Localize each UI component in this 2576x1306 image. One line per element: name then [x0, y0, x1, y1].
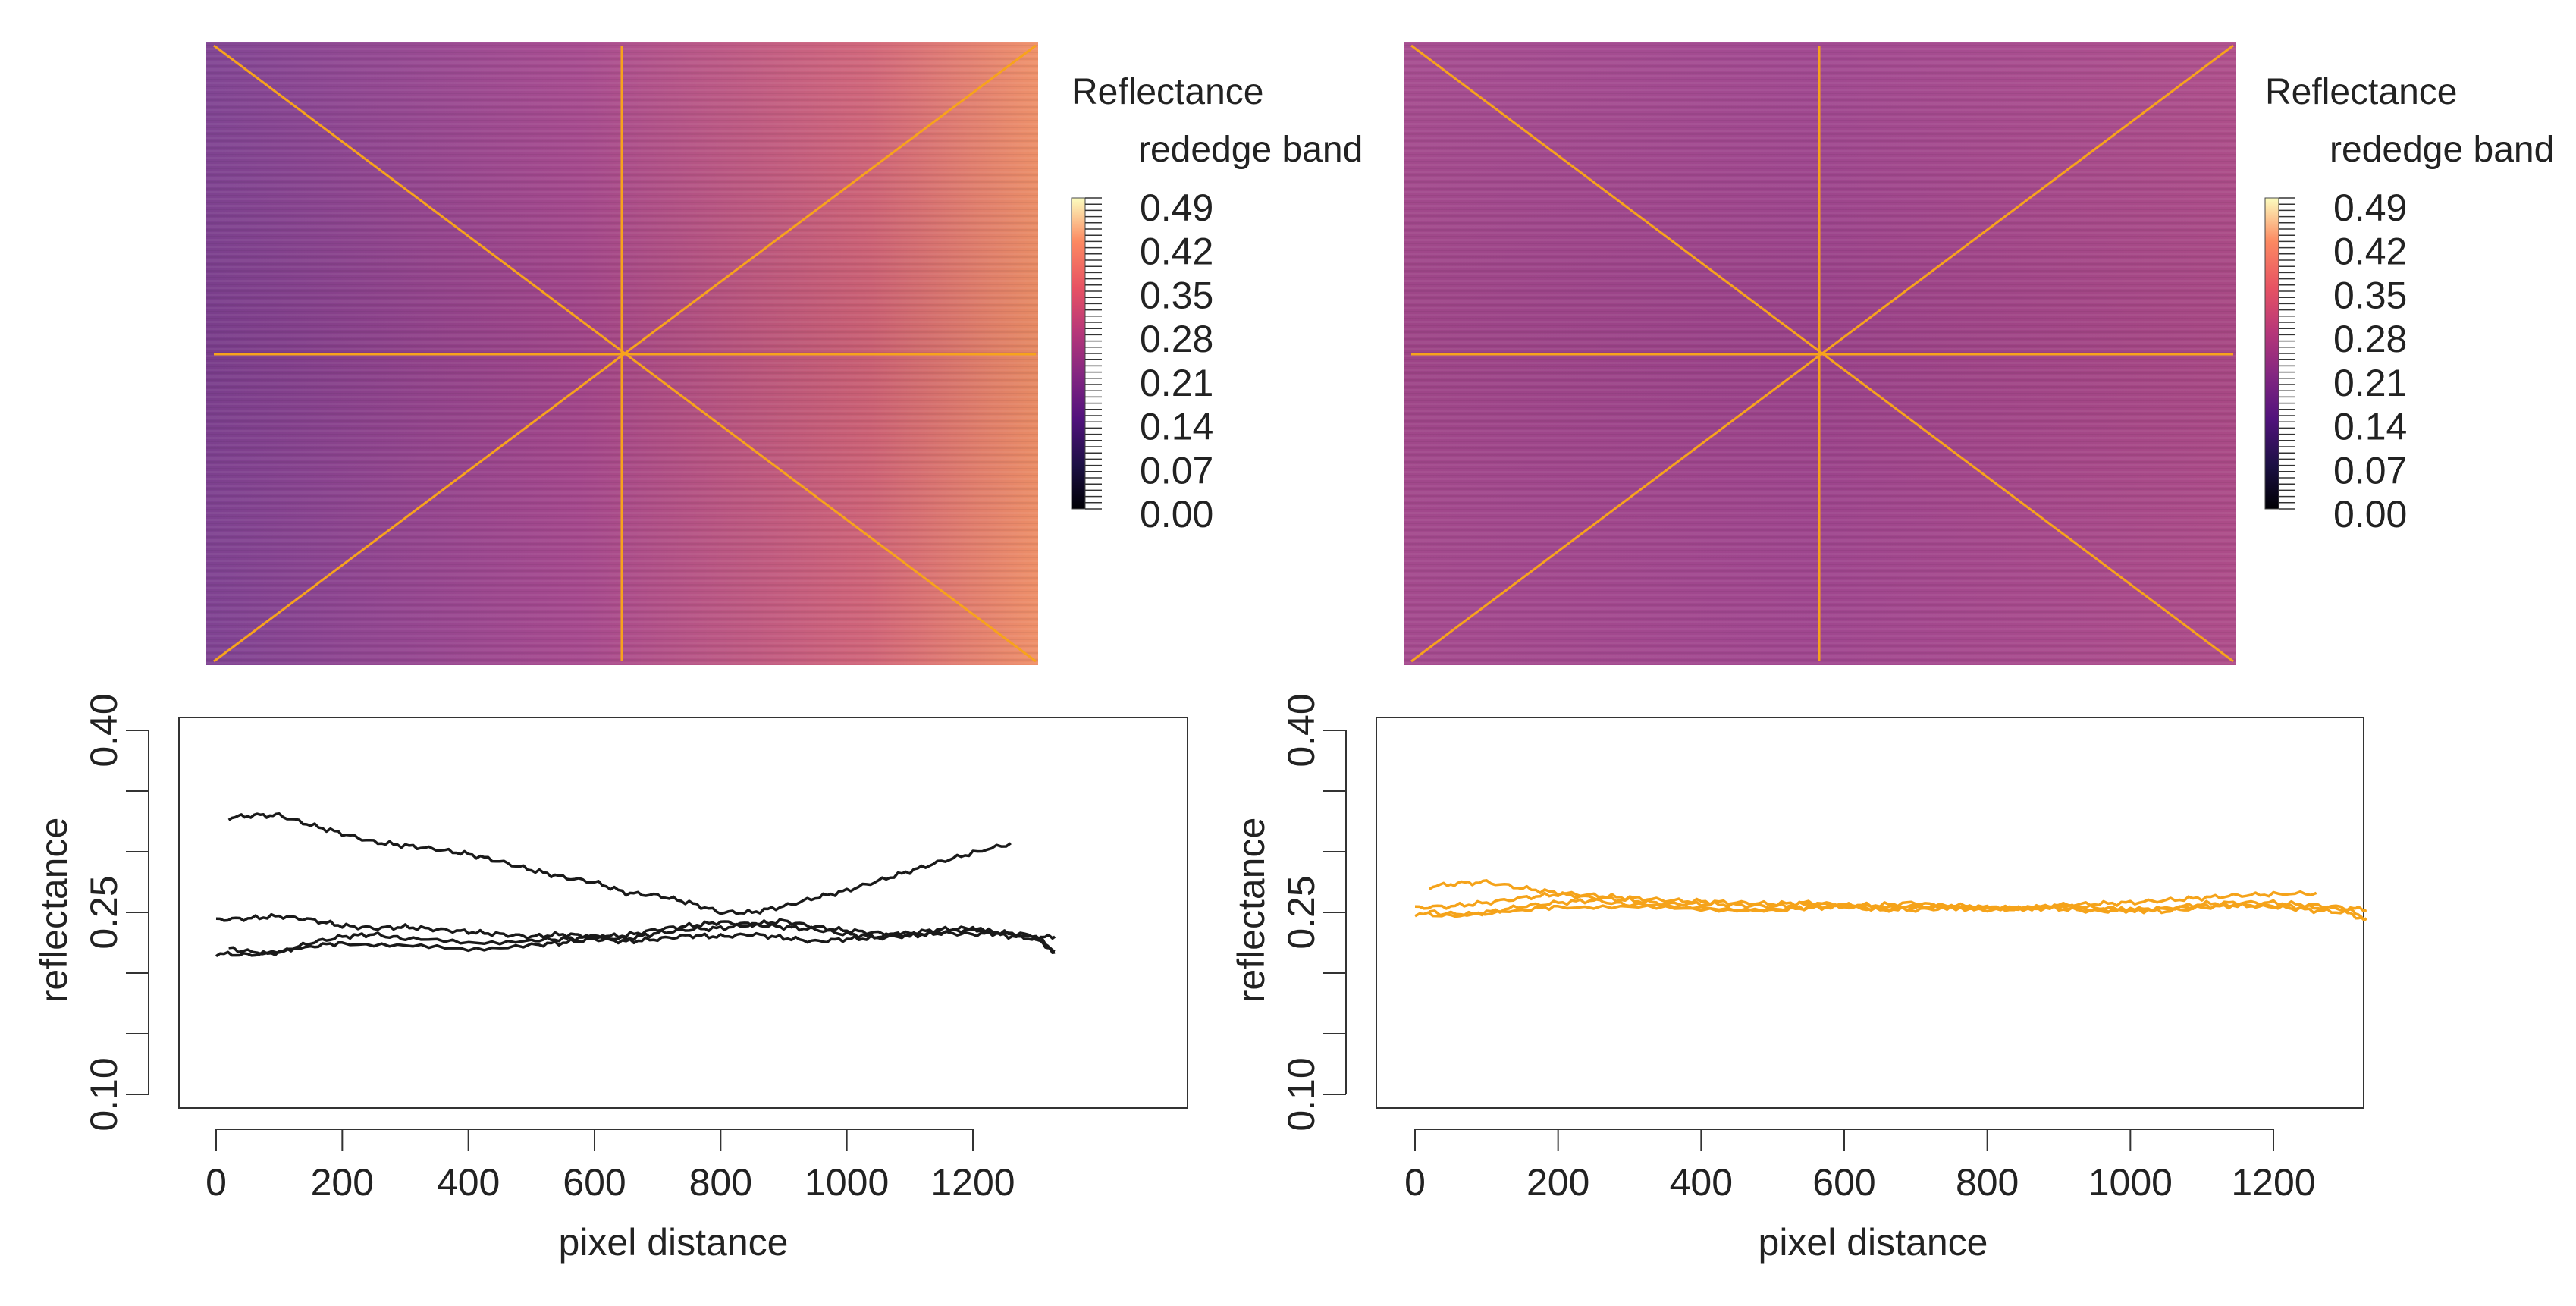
- raster-panel-right: [1404, 42, 2236, 665]
- colorbar-tick-label: 0.42: [1140, 231, 1213, 273]
- colorbar-tick-label: 0.00: [1140, 493, 1213, 535]
- x-tick-label: 800: [1956, 1161, 2019, 1204]
- series-line-vertical: [228, 929, 1056, 956]
- raster-panel-left: [206, 42, 1038, 665]
- y-tick-label: 0.10: [1280, 1057, 1323, 1131]
- colorbar-tick-label: 0.07: [2333, 449, 2407, 491]
- colorbar-subtitle: rededge band: [2330, 130, 2554, 170]
- colorbar-tick-label: 0.42: [2333, 231, 2407, 273]
- x-tick-label: 200: [311, 1161, 374, 1204]
- y-axis-label: reflectance: [1230, 818, 1272, 1003]
- x-tick-label: 200: [1526, 1161, 1589, 1204]
- chart-series: [215, 812, 1056, 958]
- transect-lines-right: [1410, 44, 2234, 663]
- y-tick-label: 0.25: [83, 875, 125, 949]
- colorbar-gradient: [2264, 197, 2279, 510]
- colorbar-tick-label: 0.00: [2333, 493, 2407, 535]
- colorbar-tick-label: 0.49: [2333, 187, 2407, 229]
- y-tick-label: 0.25: [1280, 875, 1323, 949]
- colorbar-tick-label: 0.14: [1140, 406, 1213, 448]
- x-tick-label: 400: [1670, 1161, 1733, 1204]
- transect-diagonal-up: [1410, 44, 2234, 663]
- chart-axes: 0.10 0.25 0.40 0 200 400 600 800 1000 1200: [83, 693, 1015, 1204]
- transect-diagonal-up: [213, 44, 1037, 663]
- colorbar-subtitle: rededge band: [1138, 130, 1363, 170]
- x-tick-label: 600: [1812, 1161, 1875, 1204]
- y-tick-label: 0.40: [83, 693, 125, 767]
- x-tick-label: 1000: [2088, 1161, 2173, 1204]
- colorbar-tick-labels: 0.490.420.350.280.210.140.070.00: [1140, 187, 1213, 535]
- series-line-diagonal-down: [227, 812, 1012, 915]
- colorbar-minor-ticks: [1085, 197, 1102, 510]
- colorbar-title: Reflectance: [2265, 72, 2457, 112]
- colorbar-tick-label: 0.21: [1140, 362, 1213, 404]
- x-tick-label: 0: [1404, 1161, 1426, 1204]
- x-axis-label: pixel distance: [1759, 1221, 1988, 1264]
- plot-frame: [1376, 717, 2364, 1109]
- y-tick-label: 0.10: [83, 1057, 125, 1131]
- chart-series: [1414, 879, 2367, 921]
- colorbar-tick-label: 0.35: [1140, 274, 1213, 316]
- colorbar-minor-ticks: [2279, 197, 2295, 510]
- colorbar-tick-label: 0.28: [1140, 318, 1213, 360]
- y-tick-label: 0.40: [1280, 693, 1323, 767]
- colorbar-tick-label: 0.21: [2333, 362, 2407, 404]
- colorbar-tick-label: 0.49: [1140, 187, 1213, 229]
- chart-axes: 0.10 0.25 0.40 0 200 400 600 800 1000 1200: [1280, 693, 2316, 1204]
- colorbar-title: Reflectance: [1072, 72, 1263, 112]
- plot-frame: [178, 717, 1188, 1109]
- x-tick-label: 1200: [930, 1161, 1015, 1204]
- x-tick-label: 600: [563, 1161, 626, 1204]
- x-axis-label: pixel distance: [559, 1221, 789, 1264]
- x-tick-label: 0: [206, 1161, 227, 1204]
- colorbar-tick-label: 0.14: [2333, 406, 2407, 448]
- transect-lines-left: [213, 44, 1037, 663]
- x-tick-label: 400: [437, 1161, 500, 1204]
- colorbar-right: Reflectance rededge band 0.490.420.350.2…: [2264, 72, 2554, 535]
- colorbar-gradient: [1071, 197, 1086, 510]
- series-line-diagonal-up: [215, 921, 1056, 958]
- y-axis-label: reflectance: [33, 818, 75, 1003]
- colorbar-tick-label: 0.07: [1140, 449, 1213, 491]
- colorbar-left: Reflectance rededge band 0.490.420.350.2…: [1071, 72, 1363, 535]
- profile-chart-right: 0.10 0.25 0.40 0 200 400 600 800 1000 1200 pixel …: [1230, 693, 2367, 1264]
- colorbar-tick-label: 0.28: [2333, 318, 2407, 360]
- profile-chart-left: 0.10 0.25 0.40 0 200 400 600 800 1000 1200 pixel …: [33, 693, 1188, 1264]
- x-tick-label: 1000: [805, 1161, 889, 1204]
- x-tick-label: 800: [689, 1161, 752, 1204]
- series-line-diagonal-up: [1414, 897, 2367, 921]
- colorbar-tick-labels: 0.490.420.350.280.210.140.070.00: [2333, 187, 2407, 535]
- x-tick-label: 1200: [2231, 1161, 2315, 1204]
- colorbar-tick-label: 0.35: [2333, 274, 2407, 316]
